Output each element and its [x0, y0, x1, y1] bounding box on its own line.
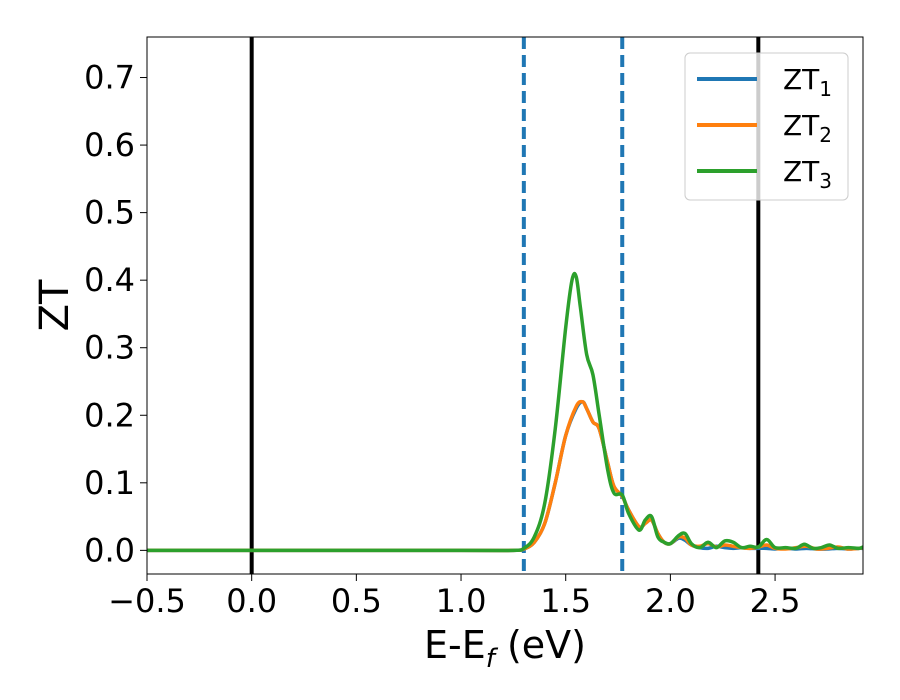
- y-tick-label: 0.7: [84, 59, 135, 97]
- y-tick-label: 0.5: [84, 194, 135, 232]
- x-axis: −0.5 0.0 0.5 1.0 1.5 2.0 2.5: [108, 574, 801, 620]
- legend-label: ZT2: [783, 109, 832, 147]
- series-line-zt3: [147, 271, 863, 553]
- y-tick-label: 0.1: [84, 464, 135, 502]
- plot-frame: [146, 36, 864, 575]
- series-lines: [147, 271, 863, 553]
- legend-label: ZT3: [783, 155, 832, 193]
- x-axis-label: E-Ef (eV): [424, 623, 586, 674]
- y-tick-label: 0.6: [84, 126, 135, 164]
- x-tick-label: −0.5: [108, 582, 186, 620]
- y-tick-label: 0.0: [84, 531, 135, 569]
- x-tick-label: 2.5: [750, 582, 801, 620]
- x-tick-label: 0.5: [331, 582, 382, 620]
- x-tick-label: 1.5: [540, 582, 591, 620]
- y-axis: 0.0 0.1 0.2 0.3 0.4 0.5 0.6 0.7: [84, 59, 147, 569]
- legend: ZT1 ZT2 ZT3: [684, 52, 849, 201]
- legend-label: ZT1: [783, 63, 832, 101]
- y-tick-label: 0.2: [84, 396, 135, 434]
- x-tick-label: 0.0: [226, 582, 277, 620]
- x-tick-label: 2.0: [645, 582, 696, 620]
- legend-box: [684, 52, 849, 201]
- y-tick-label: 0.4: [84, 261, 135, 299]
- x-tick-label: 1.0: [436, 582, 487, 620]
- y-tick-label: 0.3: [84, 329, 135, 367]
- y-axis-label: ZT: [32, 279, 78, 331]
